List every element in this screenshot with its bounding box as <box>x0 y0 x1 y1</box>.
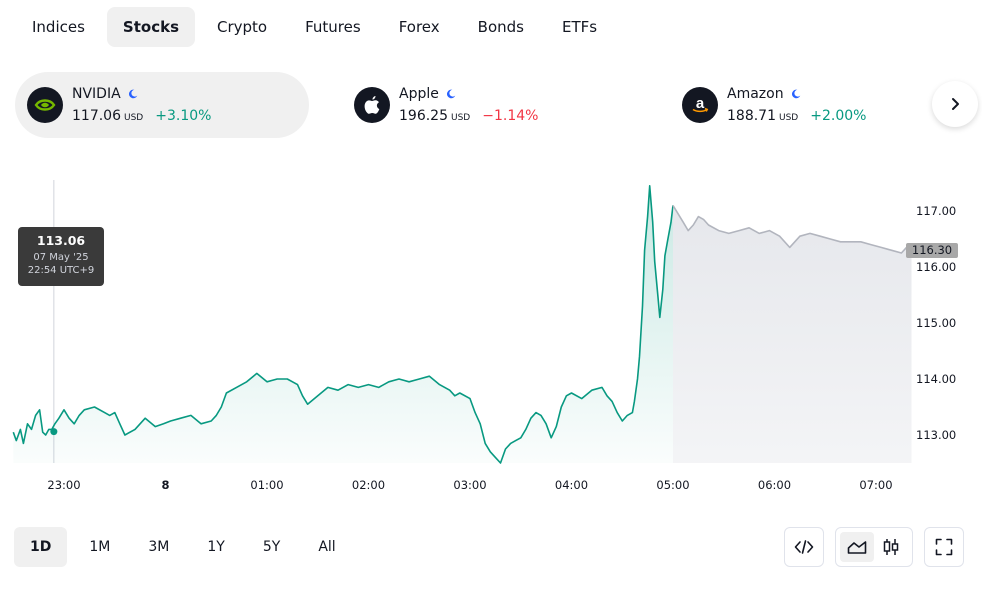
tab-futures[interactable]: Futures <box>305 18 361 36</box>
regular-session-line <box>12 185 674 464</box>
y-tick-label: 114.00 <box>916 372 956 386</box>
range-1y[interactable]: 1Y <box>207 539 225 555</box>
ticker-card-apple[interactable]: Apple 196.25 USD −1.14% <box>342 72 602 138</box>
after-hours-line <box>672 204 912 254</box>
x-tick-label: 06:00 <box>758 478 791 492</box>
regular-session-area <box>13 185 674 464</box>
ticker-change: −1.14% <box>482 108 539 124</box>
range-1m[interactable]: 1M <box>89 539 111 555</box>
y-tick-label: 115.00 <box>916 316 956 330</box>
nvidia-logo-icon <box>27 87 63 123</box>
x-tick-label: 03:00 <box>453 478 486 492</box>
tab-bonds[interactable]: Bonds <box>477 18 524 36</box>
tab-forex[interactable]: Forex <box>398 18 440 36</box>
tooltip-value: 113.06 <box>36 233 86 248</box>
market-tabs: Indices Stocks Crypto Futures Forex Bonds ETFs <box>16 7 619 47</box>
x-tick-label: 07:00 <box>859 478 892 492</box>
amazon-logo-icon: a <box>682 87 718 123</box>
code-icon <box>794 540 814 554</box>
ticker-name: Apple <box>399 86 439 102</box>
ticker-currency: USD <box>779 113 799 123</box>
ticker-price: 117.06 <box>72 108 121 124</box>
candlestick-icon <box>883 539 899 555</box>
crosshair-tooltip: 113.06 07 May '25 22:54 UTC+9 <box>18 227 104 286</box>
x-tick-label: 8 <box>161 478 169 492</box>
range-1d[interactable]: 1D <box>14 527 68 567</box>
ticker-price: 188.71 <box>727 108 776 124</box>
ticker-currency: USD <box>124 113 144 123</box>
last-price-tag: 116.30 <box>906 243 958 258</box>
x-tick-label: 23:00 <box>47 478 80 492</box>
tooltip-date: 07 May '25 <box>33 252 89 263</box>
ticker-price: 196.25 <box>399 108 448 124</box>
crosshair-dot <box>50 428 58 436</box>
ticker-card-nvidia[interactable]: NVIDIA 117.06 USD +3.10% <box>15 72 309 138</box>
tab-crypto[interactable]: Crypto <box>217 18 268 36</box>
x-tick-label: 04:00 <box>555 478 588 492</box>
after-hours-moon-icon <box>791 89 800 99</box>
tab-indices[interactable]: Indices <box>32 18 85 36</box>
fullscreen-icon <box>935 538 953 556</box>
price-chart[interactable]: 117.00 116.00 115.00 114.00 113.00 23:00 8 01:0… <box>0 160 982 500</box>
y-tick-label: 116.00 <box>916 260 956 274</box>
after-hours-moon-icon <box>128 89 137 99</box>
after-hours-area <box>673 205 912 463</box>
area-chart-icon <box>847 541 867 554</box>
after-hours-moon-icon <box>446 89 456 99</box>
ticker-name: Amazon <box>727 86 784 102</box>
x-tick-label: 05:00 <box>656 478 689 492</box>
ticker-change: +2.00% <box>810 108 867 124</box>
embed-code-button[interactable] <box>784 527 824 567</box>
y-tick-label: 117.00 <box>916 204 956 218</box>
svg-text:a: a <box>696 95 705 112</box>
fullscreen-button[interactable] <box>924 527 964 567</box>
ticker-name: NVIDIA <box>72 86 121 102</box>
tab-etfs[interactable]: ETFs <box>561 18 598 36</box>
ticker-change: +3.10% <box>155 108 212 124</box>
range-3m[interactable]: 3M <box>148 539 170 555</box>
x-tick-label: 02:00 <box>352 478 385 492</box>
tab-stocks[interactable]: Stocks <box>106 7 195 47</box>
area-chart-button[interactable] <box>840 532 874 562</box>
range-all[interactable]: All <box>318 539 336 555</box>
chevron-right-icon <box>952 98 959 110</box>
chart-type-group <box>835 527 913 567</box>
ticker-card-amazon[interactable]: a Amazon 188.71 USD +2.00% <box>670 72 910 138</box>
range-5y[interactable]: 5Y <box>262 539 281 555</box>
tooltip-time: 22:54 UTC+9 <box>27 265 95 276</box>
x-tick-label: 01:00 <box>250 478 283 492</box>
y-tick-label: 113.00 <box>916 428 956 442</box>
range-selector: 1D 1M 3M 1Y 5Y All <box>14 527 358 567</box>
ticker-currency: USD <box>451 113 471 123</box>
apple-logo-icon <box>354 87 390 123</box>
candlestick-chart-button[interactable] <box>874 532 908 562</box>
next-tickers-button[interactable] <box>932 81 978 127</box>
